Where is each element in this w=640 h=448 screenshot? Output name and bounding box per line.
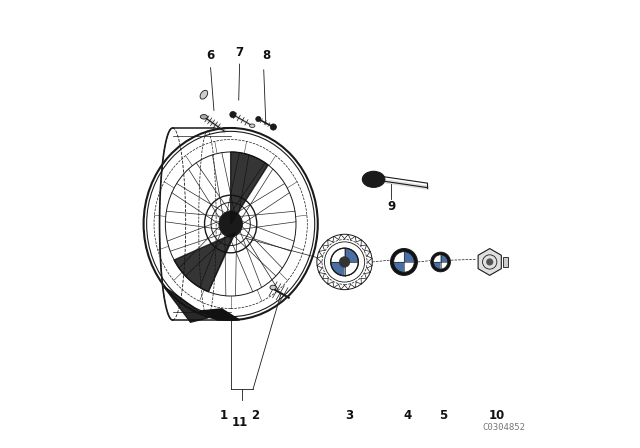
Text: 9: 9	[387, 200, 396, 213]
FancyBboxPatch shape	[503, 257, 508, 267]
Text: 4: 4	[403, 409, 412, 422]
Ellipse shape	[270, 285, 276, 290]
Text: 5: 5	[438, 409, 447, 422]
Polygon shape	[164, 287, 209, 322]
Wedge shape	[344, 249, 358, 262]
Text: 3: 3	[345, 409, 353, 422]
Polygon shape	[200, 309, 239, 320]
Ellipse shape	[270, 124, 276, 130]
Wedge shape	[332, 249, 344, 262]
Ellipse shape	[331, 248, 358, 276]
Ellipse shape	[256, 116, 261, 122]
Ellipse shape	[200, 90, 208, 99]
Ellipse shape	[200, 115, 207, 119]
Text: 10: 10	[488, 409, 504, 422]
Ellipse shape	[390, 249, 417, 276]
Ellipse shape	[339, 257, 350, 267]
Ellipse shape	[230, 112, 236, 118]
Wedge shape	[344, 262, 358, 275]
Ellipse shape	[219, 211, 243, 237]
Text: 2: 2	[251, 409, 259, 422]
Text: 6: 6	[207, 49, 214, 62]
Ellipse shape	[486, 258, 493, 266]
Wedge shape	[433, 255, 440, 262]
Ellipse shape	[362, 171, 385, 187]
Wedge shape	[394, 252, 404, 262]
Text: C0304852: C0304852	[483, 423, 525, 432]
Text: 1: 1	[220, 409, 228, 422]
Polygon shape	[478, 249, 501, 276]
Wedge shape	[332, 262, 344, 275]
Wedge shape	[440, 262, 448, 269]
Wedge shape	[433, 262, 440, 269]
Ellipse shape	[250, 124, 255, 128]
Ellipse shape	[431, 252, 451, 272]
Polygon shape	[230, 152, 268, 224]
Wedge shape	[404, 262, 414, 272]
Wedge shape	[440, 255, 448, 262]
Polygon shape	[174, 233, 235, 292]
Text: 11: 11	[232, 416, 248, 429]
Wedge shape	[394, 262, 404, 272]
Text: 7: 7	[236, 46, 244, 59]
Text: 8: 8	[262, 49, 271, 62]
Wedge shape	[404, 252, 414, 262]
